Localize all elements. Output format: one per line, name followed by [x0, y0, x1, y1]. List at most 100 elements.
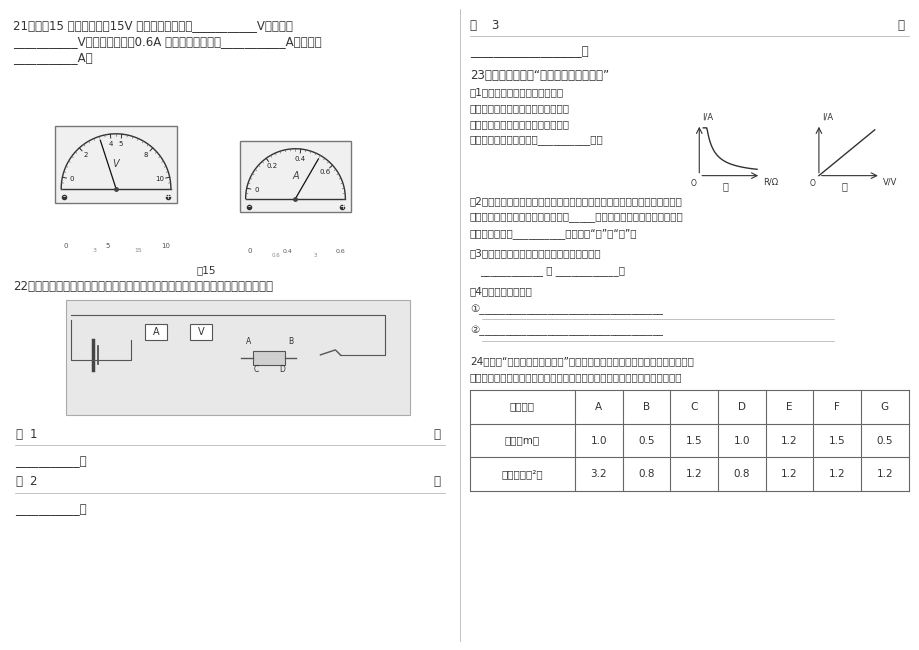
Text: 0.8: 0.8	[732, 469, 749, 479]
Text: 0: 0	[247, 248, 252, 254]
Text: 乙: 乙	[841, 181, 846, 192]
Text: C: C	[689, 402, 697, 411]
Text: 1.2: 1.2	[685, 469, 701, 479]
Text: 0.2: 0.2	[267, 163, 278, 169]
Text: 15: 15	[134, 248, 142, 254]
Text: V: V	[198, 327, 204, 337]
Text: O: O	[809, 179, 815, 188]
Text: 5: 5	[119, 141, 123, 147]
Text: ）: ）	[433, 428, 439, 441]
Text: A: A	[595, 402, 602, 411]
Text: ___________________。: ___________________。	[470, 46, 588, 58]
Text: 1.2: 1.2	[876, 469, 892, 479]
Text: 3.2: 3.2	[590, 469, 607, 479]
Text: E: E	[786, 402, 792, 411]
Text: （1）由于电路中电流的大小受多: （1）由于电路中电流的大小受多	[470, 87, 563, 97]
Bar	[145, 324, 166, 340]
Text: A: A	[153, 327, 159, 337]
Text: F: F	[834, 402, 839, 411]
Text: 4: 4	[109, 141, 113, 147]
Text: 0.6: 0.6	[319, 169, 331, 175]
Bar	[66, 300, 410, 415]
Bar	[253, 351, 284, 365]
Text: 0.4: 0.4	[294, 156, 305, 162]
Text: ___________V；电流表０～１0.6A 量程的最小分度是___________A，读数是: ___________V；电流表０～１0.6A 量程的最小分度是________…	[14, 35, 322, 48]
Text: 导线代号: 导线代号	[509, 402, 534, 411]
Text: 1.5: 1.5	[828, 436, 845, 445]
Text: 0.6: 0.6	[271, 254, 279, 258]
Text: 0.4: 0.4	[282, 250, 292, 254]
Text: 图15: 图15	[196, 265, 215, 275]
Text: D: D	[737, 402, 745, 411]
Text: -: -	[247, 202, 250, 211]
Text: 21、如图15 电压表０～１15V 量程的最小分度是___________V，读数是: 21、如图15 电压表０～１15V 量程的最小分度是___________V，读…	[14, 20, 293, 32]
Text: 1.2: 1.2	[828, 469, 845, 479]
Text: ）: ）	[897, 20, 903, 32]
Text: （: （	[16, 428, 22, 441]
Text: ___________。: ___________。	[16, 456, 87, 469]
Text: 1.2: 1.2	[780, 436, 797, 445]
Text: I/A: I/A	[821, 113, 832, 122]
Text: V: V	[113, 159, 119, 169]
Text: 10: 10	[155, 176, 165, 182]
Text: 压不变时，电流随电阵变化的图像是_____图；表示电阵不变时，电流随电: 压不变时，电流随电阵变化的图像是_____图；表示电阵不变时，电流随电	[470, 213, 683, 222]
Text: ____________ 和 ____________。: ____________ 和 ____________。	[480, 266, 624, 276]
Text: 10: 10	[161, 243, 170, 250]
Text: 2: 2	[84, 152, 88, 159]
Text: 0.8: 0.8	[638, 469, 654, 479]
Text: 甲: 甲	[721, 181, 727, 192]
Text: D: D	[279, 365, 285, 374]
Text: V/V: V/V	[881, 177, 896, 187]
Text: 横截面积（²）: 横截面积（²）	[501, 469, 542, 479]
Text: ___________A。: ___________A。	[14, 51, 93, 64]
Text: 1.0: 1.0	[590, 436, 607, 445]
Text: +: +	[338, 202, 346, 211]
Text: 24、在做“决定电阵大小的因素”实验时，需要在电压相同的条件下，比较通过: 24、在做“决定电阵大小的因素”实验时，需要在电压相同的条件下，比较通过	[470, 356, 693, 366]
Text: 不同导线的电流，发现决定电阵大小的因素。下表是几种实验用导线的参数。: 不同导线的电流，发现决定电阵大小的因素。下表是几种实验用导线的参数。	[470, 372, 682, 382]
Text: 0.6: 0.6	[335, 250, 345, 254]
Text: 2: 2	[29, 475, 37, 488]
Text: 压变化的图像是__________。（选填“甲”或“乙”）: 压变化的图像是__________。（选填“甲”或“乙”）	[470, 228, 637, 239]
Text: B: B	[642, 402, 649, 411]
Text: A: A	[245, 337, 251, 346]
Text: 8: 8	[143, 152, 148, 159]
Text: 3: 3	[313, 254, 317, 258]
Bar	[189, 324, 211, 340]
Text: （2）图是某实验小组在探究过程中，根据实验数据绘制的图像，其中表示电: （2）图是某实验小组在探究过程中，根据实验数据绘制的图像，其中表示电	[470, 196, 682, 207]
Text: +: +	[165, 192, 171, 201]
Text: G: G	[879, 402, 888, 411]
Text: O: O	[689, 179, 696, 188]
Text: C: C	[254, 365, 259, 374]
Text: 3: 3	[92, 248, 96, 254]
Text: 1.0: 1.0	[732, 436, 749, 445]
Text: （: （	[16, 475, 22, 488]
Text: 0.5: 0.5	[638, 436, 654, 445]
Text: 长度（m）: 长度（m）	[505, 436, 539, 445]
Text: 0: 0	[70, 176, 74, 182]
Text: 种因素的影响，所以我们在探究某一: 种因素的影响，所以我们在探究某一	[470, 103, 570, 113]
Text: 因素变化对电流的影响时，必须保持: 因素变化对电流的影响时，必须保持	[470, 119, 570, 129]
Text: 0: 0	[254, 187, 258, 193]
Text: 0.5: 0.5	[876, 436, 892, 445]
Text: -: -	[62, 192, 65, 201]
Text: 1.2: 1.2	[780, 469, 797, 479]
Bar	[55, 126, 176, 203]
Bar	[240, 141, 351, 213]
Text: B: B	[288, 337, 293, 346]
Text: 1: 1	[29, 428, 37, 441]
Text: ②___________________________________: ②___________________________________	[470, 326, 663, 336]
Text: R/Ω: R/Ω	[762, 177, 777, 187]
Text: 5: 5	[106, 243, 110, 250]
Text: （3）在探究过程中，使用滑动变阱器的目的是: （3）在探究过程中，使用滑动变阱器的目的是	[470, 248, 601, 258]
Text: 其它因素不变，即采用了__________法。: 其它因素不变，即采用了__________法。	[470, 135, 603, 145]
Text: （    3: （ 3	[470, 20, 499, 32]
Text: （4）实验的结论是：: （4）实验的结论是：	[470, 286, 532, 296]
Text: A: A	[292, 171, 299, 181]
Text: 23、我们已进行过“科学探究：欧姆定律”: 23、我们已进行过“科学探究：欧姆定律”	[470, 69, 608, 82]
Text: 1.5: 1.5	[685, 436, 701, 445]
Text: I/A: I/A	[701, 113, 712, 122]
Text: ）: ）	[433, 475, 439, 488]
Text: 0: 0	[64, 243, 68, 250]
Text: 22、某同学连接了如图所示电路，请指出他所连接实验电路中的三处不同的错误。: 22、某同学连接了如图所示电路，请指出他所连接实验电路中的三处不同的错误。	[14, 280, 273, 293]
Text: ___________。: ___________。	[16, 503, 87, 516]
